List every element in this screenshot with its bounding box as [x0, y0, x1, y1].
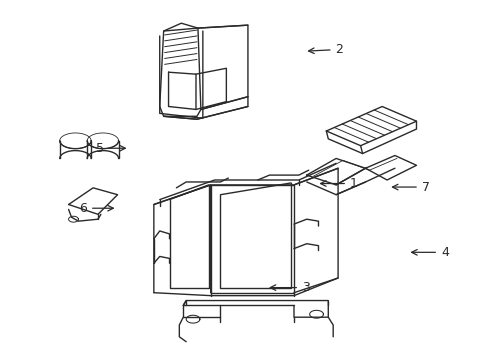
Text: 4: 4 — [411, 246, 448, 259]
Text: 7: 7 — [392, 181, 429, 194]
Text: 3: 3 — [270, 281, 309, 294]
Text: 6: 6 — [79, 202, 113, 215]
Text: 5: 5 — [96, 142, 125, 155]
Text: 1: 1 — [320, 177, 357, 190]
Text: 2: 2 — [308, 43, 343, 56]
